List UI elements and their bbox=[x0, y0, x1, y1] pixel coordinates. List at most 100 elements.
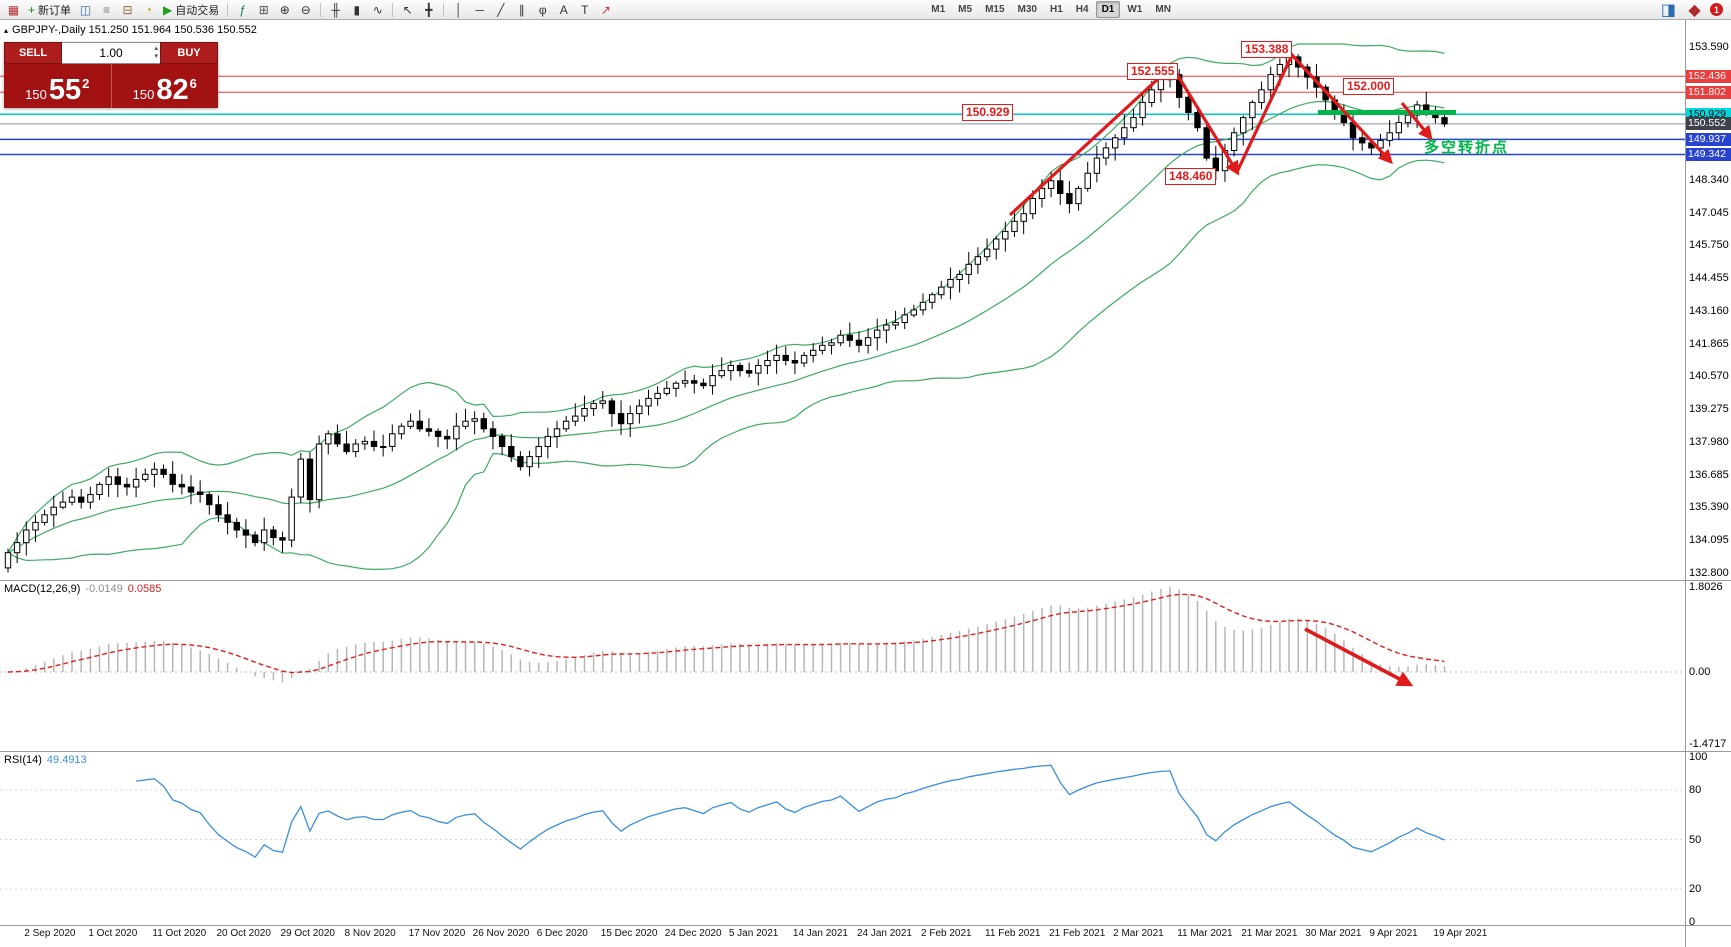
market-watch-icon-glyph: ≡ bbox=[103, 2, 111, 17]
macd-panel-splitter[interactable] bbox=[0, 580, 1731, 581]
autotrading-button[interactable]: ▶ 自动交易 bbox=[160, 1, 222, 18]
toolbar-separator bbox=[227, 2, 229, 17]
timeframe-m5[interactable]: M5 bbox=[958, 4, 973, 15]
cursor-icon[interactable]: ↖ bbox=[398, 1, 417, 18]
crosshair-icon-glyph: ╋ bbox=[425, 2, 433, 17]
autotrading-button-label: 自动交易 bbox=[175, 4, 220, 17]
sell-price-display[interactable]: 150 55 2 bbox=[4, 64, 112, 108]
ask-main-digits: 82 bbox=[156, 74, 189, 107]
zoom-in-icon-glyph: ⊕ bbox=[279, 2, 290, 17]
timeframe-w1[interactable]: W1 bbox=[1127, 4, 1143, 15]
channel-icon-glyph: ∥ bbox=[518, 2, 525, 17]
collapse-chart-icon[interactable]: ▴ bbox=[4, 26, 9, 35]
timeframe-h1[interactable]: H1 bbox=[1049, 4, 1063, 15]
tile-windows-icon-glyph: ⊞ bbox=[258, 2, 269, 17]
zoom-out-icon-glyph: ⊖ bbox=[300, 2, 311, 17]
timeframe-h4[interactable]: H4 bbox=[1075, 4, 1089, 15]
data-window-icon[interactable]: ⊟ bbox=[118, 1, 137, 18]
buy-price-display[interactable]: 150 82 6 bbox=[112, 64, 219, 108]
price-axis-border bbox=[1685, 20, 1686, 947]
candlestick-icon-glyph: ▮ bbox=[353, 2, 361, 17]
rsi-label: RSI(14) bbox=[4, 754, 42, 766]
timeframe-m30[interactable]: M30 bbox=[1017, 4, 1037, 15]
lot-size-value: 1.00 bbox=[99, 46, 123, 60]
data-window-icon-glyph: ⊟ bbox=[122, 2, 133, 17]
text-icon[interactable]: A bbox=[554, 1, 573, 18]
sell-button[interactable]: SELL bbox=[4, 42, 62, 64]
navigator-icon-glyph: ◔ bbox=[144, 2, 153, 17]
zoom-in-icon[interactable]: ⊕ bbox=[275, 1, 294, 18]
horizontal-line-icon[interactable]: ─ bbox=[470, 1, 489, 18]
navigator-icon[interactable]: ◔ bbox=[139, 1, 158, 18]
one-click-trading-panel: SELL 1.00 ▴ ▾ BUY 150 55 2 150 82 6 bbox=[4, 42, 218, 108]
indicators-icon[interactable]: ƒ bbox=[233, 1, 252, 18]
crosshair-icon[interactable]: ╋ bbox=[419, 1, 438, 18]
alerts-icon[interactable]: ◆ bbox=[1688, 1, 1701, 19]
fibonacci-icon[interactable]: φ bbox=[533, 1, 552, 18]
text-icon-glyph: A bbox=[559, 2, 568, 17]
macd-label: MACD(12,26,9) bbox=[4, 583, 81, 595]
label-icon-glyph: T bbox=[581, 2, 589, 17]
line-chart-icon[interactable]: ∿ bbox=[368, 1, 387, 18]
bid-main-digits: 55 bbox=[48, 74, 82, 107]
ask-pipette: 6 bbox=[189, 76, 197, 91]
new-chart-icon[interactable]: ▦ bbox=[4, 1, 23, 18]
timeframe-m15[interactable]: M15 bbox=[985, 4, 1005, 15]
toolbar-separator bbox=[320, 2, 322, 17]
arrows-tool-icon-glyph: ↗ bbox=[600, 2, 611, 17]
timeframe-m1[interactable]: M1 bbox=[931, 4, 946, 15]
buy-button[interactable]: BUY bbox=[160, 42, 218, 64]
lot-spinner-down-icon[interactable]: ▾ bbox=[154, 53, 158, 61]
horizontal-line-icon-glyph: ─ bbox=[475, 2, 484, 17]
market-watch-icon[interactable]: ≡ bbox=[97, 1, 116, 18]
lot-size-field[interactable]: 1.00 ▴ ▾ bbox=[62, 42, 160, 64]
time-axis-separator bbox=[0, 925, 1731, 926]
chart-shift-icon[interactable]: ◨ bbox=[1660, 1, 1676, 19]
toolbar: ▦ + 新订单 ◫ ≡ ⊟ ◔ ▶ 自动交易 ƒ ⊞ ⊕ ⊖ ╫ ▮ ∿ ↖ ╋ │ ─ ╱ ∥ φ A T ↗ M1 M5 M15 M… bbox=[0, 0, 1731, 20]
ask-prefix: 150 bbox=[132, 87, 155, 103]
line-chart-icon-glyph: ∿ bbox=[372, 2, 383, 17]
tile-windows-icon[interactable]: ⊞ bbox=[254, 1, 273, 18]
vertical-line-icon[interactable]: │ bbox=[449, 1, 468, 18]
profiles-icon-glyph: ◫ bbox=[79, 2, 92, 17]
toolbar-right-icons: ◨ ◆ 1 bbox=[1658, 1, 1727, 19]
new-order-button[interactable]: + 新订单 bbox=[25, 1, 74, 18]
indicators-icon-glyph: ƒ bbox=[239, 2, 247, 17]
rsi-value: 49.4913 bbox=[46, 754, 87, 766]
bar-chart-icon-glyph: ╫ bbox=[331, 2, 340, 17]
arrows-tool-icon[interactable]: ↗ bbox=[596, 1, 615, 18]
toolbar-main-buttons: ▦ + 新订单 ◫ ≡ ⊟ ◔ ▶ 自动交易 ƒ ⊞ ⊕ ⊖ ╫ ▮ ∿ ↖ ╋ │ ─ ╱ ∥ φ A T ↗ bbox=[4, 1, 615, 18]
rsi-indicator-header: RSI(14) 49.4913 bbox=[4, 754, 87, 766]
bid-pipette: 2 bbox=[82, 76, 90, 91]
candlestick-icon[interactable]: ▮ bbox=[347, 1, 366, 18]
macd-main-value: -0.0149 bbox=[85, 583, 123, 595]
zoom-out-icon[interactable]: ⊖ bbox=[296, 1, 315, 18]
symbol-ohlc-text: GBPJPY-,Daily 151.250 151.964 150.536 15… bbox=[12, 24, 257, 36]
timeframe-toolbar: M1 M5 M15 M30 H1 H4 D1 W1 MN bbox=[925, 1, 1177, 18]
new-order-button-label: 新订单 bbox=[38, 4, 72, 17]
new-chart-icon-glyph: ▦ bbox=[7, 2, 20, 17]
profiles-icon[interactable]: ◫ bbox=[76, 1, 95, 18]
timeframe-d1[interactable]: D1 bbox=[1095, 1, 1121, 18]
vertical-line-icon-glyph: │ bbox=[455, 2, 463, 17]
autotrading-button-glyph: ▶ bbox=[163, 2, 173, 17]
channel-icon[interactable]: ∥ bbox=[512, 1, 531, 18]
bar-chart-icon[interactable]: ╫ bbox=[326, 1, 345, 18]
bid-prefix: 150 bbox=[25, 87, 47, 103]
trendline-icon[interactable]: ╱ bbox=[491, 1, 510, 18]
lot-spinner-up-icon[interactable]: ▴ bbox=[154, 45, 158, 52]
chart-symbol-info: ▴ GBPJPY-,Daily 151.250 151.964 150.536 1… bbox=[4, 24, 257, 36]
fibonacci-icon-glyph: φ bbox=[538, 2, 547, 17]
toolbar-separator bbox=[443, 2, 445, 17]
cursor-icon-glyph: ↖ bbox=[402, 2, 413, 17]
new-order-button-glyph: + bbox=[28, 2, 36, 17]
rsi-panel-splitter[interactable] bbox=[0, 751, 1731, 752]
timeframe-mn[interactable]: MN bbox=[1155, 4, 1171, 15]
toolbar-separator bbox=[392, 2, 394, 17]
label-icon[interactable]: T bbox=[575, 1, 594, 18]
lot-spinner[interactable]: ▴ ▾ bbox=[154, 45, 158, 62]
notification-badge[interactable]: 1 bbox=[1710, 3, 1723, 16]
macd-indicator-header: MACD(12,26,9) -0.0149 0.0585 bbox=[4, 583, 161, 595]
